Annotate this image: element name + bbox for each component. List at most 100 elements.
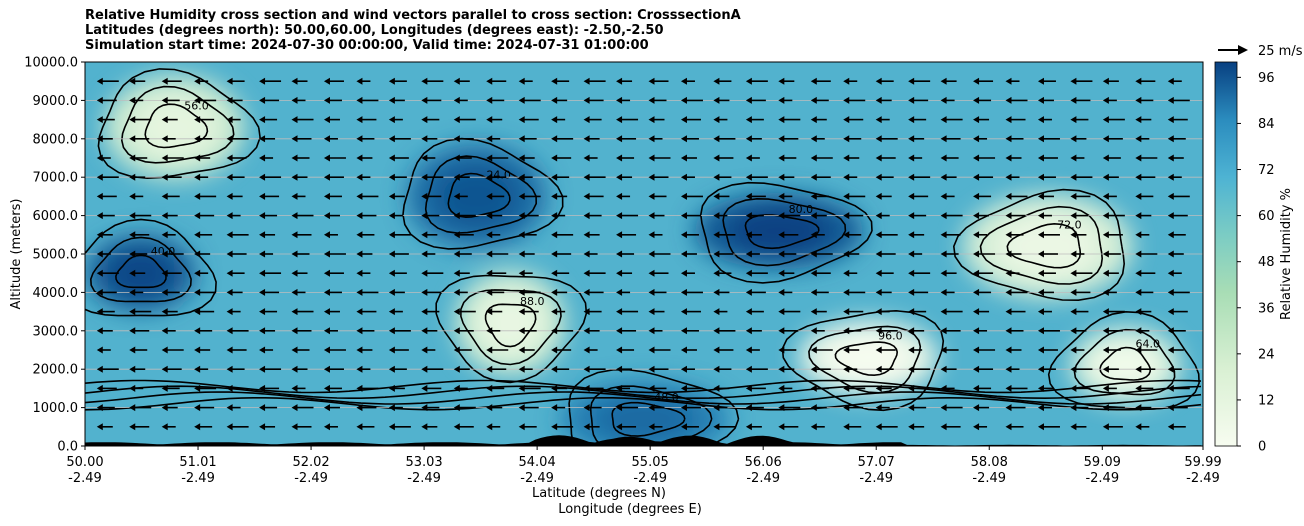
wind-arrowhead [583,212,590,220]
wind-arrowhead [778,96,785,104]
wind-arrowhead [453,96,460,104]
wind-arrowhead [745,154,752,162]
wind-arrowhead [96,250,103,258]
wind-arrowhead [551,231,558,239]
wind-arrowhead [1135,173,1142,181]
wind-arrowhead [453,327,460,335]
wind-arrowhead [323,154,330,162]
wind-arrowhead [1102,231,1109,239]
wind-arrowhead [680,423,687,431]
wind-arrowhead [518,77,525,85]
wind-arrowhead [226,269,233,277]
wind-arrowhead [778,135,785,143]
wind-arrowhead [453,212,460,220]
wind-arrowhead [973,365,980,373]
contour-lines: 40.024.080.088.096.072.064.056.048.0 [85,68,1202,446]
wind-arrowhead [194,384,201,392]
wind-arrowhead [940,135,947,143]
wind-arrowhead [518,212,525,220]
wind-arrowhead [1102,212,1109,220]
wind-arrowhead [843,327,850,335]
wind-arrowhead [680,346,687,354]
wind-arrowhead [96,154,103,162]
wind-arrowhead [323,365,330,373]
wind-arrowhead [843,384,850,392]
wind-arrowhead [551,327,558,335]
terrain [85,435,1203,446]
wind-arrowhead [1005,423,1012,431]
wind-arrowhead [875,173,882,181]
wind-arrowhead [778,269,785,277]
wind-arrowhead [973,269,980,277]
wind-arrowhead [1167,327,1174,335]
wind-arrowhead [356,250,363,258]
wind-arrowhead [226,423,233,431]
wind-arrowhead [388,154,395,162]
wind-arrowhead [940,77,947,85]
wind-arrowhead [1037,365,1044,373]
wind-arrowhead [1070,77,1077,85]
wind-arrowhead [551,135,558,143]
wind-arrowhead [161,365,168,373]
colorbar-gradient [1214,61,1238,447]
wind-arrowhead [745,96,752,104]
wind-arrowhead [486,346,493,354]
contour-line [144,103,209,149]
wind-arrowhead [323,423,330,431]
wind-arrowhead [518,173,525,181]
wind-arrowhead [421,192,428,200]
wind-arrowhead [908,154,915,162]
wind-arrowhead [291,231,298,239]
wind-arrowhead [259,192,266,200]
wind-arrowhead [486,384,493,392]
wind-arrowhead [388,173,395,181]
wind-arrowhead [875,116,882,124]
wind-arrowhead [259,327,266,335]
wind-arrowhead [96,384,103,392]
wind-arrowhead [129,77,136,85]
quiver-key-arrowhead [1238,45,1248,55]
y-axis: 0.0 1000.0 2000.0 3000.0 4000.0 5000.0 6000.0 7… [24,56,85,455]
wind-arrowhead [96,212,103,220]
contour-label: 64.0 [1136,337,1161,350]
wind-arrowhead [745,346,752,354]
wind-arrowhead [323,116,330,124]
wind-arrowhead [96,231,103,239]
wind-arrowhead [680,288,687,296]
wind-arrowhead [226,77,233,85]
wind-arrowhead [1037,231,1044,239]
wind-arrowhead [810,231,817,239]
wind-arrowhead [875,308,882,316]
wind-arrowhead [648,231,655,239]
wind-arrowhead [648,423,655,431]
wind-arrowhead [908,269,915,277]
wind-arrowhead [486,96,493,104]
wind-arrowhead [745,365,752,373]
wind-arrowhead [875,404,882,412]
wind-arrowhead [973,250,980,258]
wind-arrowhead [908,423,915,431]
wind-arrowhead [713,192,720,200]
wind-arrowhead [1102,327,1109,335]
wind-arrowhead [778,77,785,85]
wind-arrowhead [713,96,720,104]
wind-arrowhead [1005,288,1012,296]
wind-arrowhead [908,96,915,104]
wind-arrowhead [323,346,330,354]
wind-arrowhead [259,404,266,412]
wind-arrowhead [680,250,687,258]
colorbar-tick-label: 60 [1258,209,1275,224]
wind-arrowhead [1167,135,1174,143]
wind-arrowhead [129,346,136,354]
wind-arrowhead [421,288,428,296]
wind-arrowhead [973,423,980,431]
wind-arrowhead [810,308,817,316]
wind-arrowhead [745,116,752,124]
wind-arrowhead [875,96,882,104]
wind-arrowhead [1070,365,1077,373]
wind-arrowhead [1167,346,1174,354]
wind-arrowhead [1102,269,1109,277]
wind-arrowhead [453,77,460,85]
wind-arrowhead [388,365,395,373]
wind-arrowhead [421,154,428,162]
